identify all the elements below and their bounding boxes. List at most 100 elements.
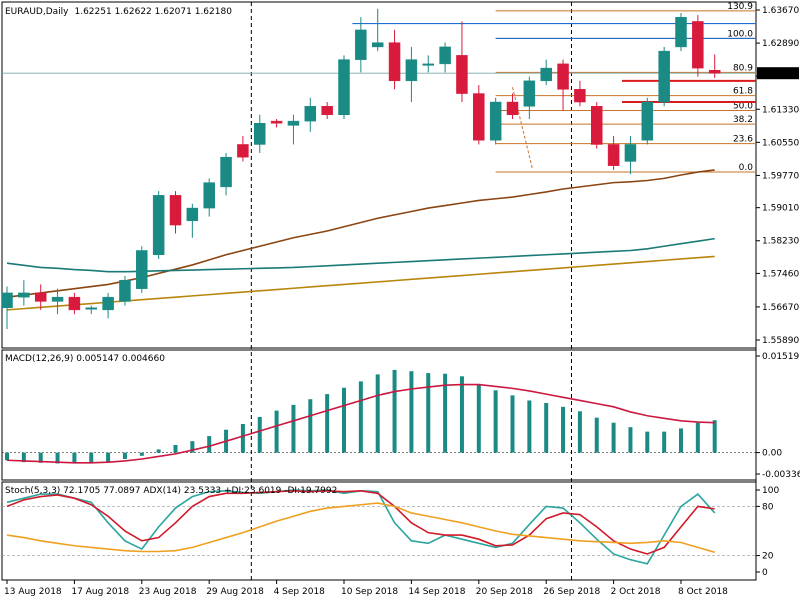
candle-body-4[interactable] [68, 296, 81, 311]
candle-body-1[interactable] [18, 292, 30, 298]
macd-bar-0[interactable] [5, 452, 9, 461]
macd-bar-24[interactable] [409, 371, 414, 453]
candle-body-18[interactable] [304, 106, 317, 122]
macd-bar-20[interactable] [342, 387, 346, 453]
fib-level-label-2: 80.9 [733, 63, 753, 73]
candle-body-29[interactable] [489, 101, 502, 141]
candle-body-6[interactable] [102, 296, 114, 311]
candle-body-39[interactable] [658, 50, 670, 103]
candle-body-0[interactable] [1, 292, 13, 309]
stoch-axis-label-1: 80 [762, 502, 774, 512]
stoch-series-2 [6, 502, 715, 554]
macd-bar-19[interactable] [325, 394, 330, 453]
candle-body-34[interactable] [574, 89, 586, 103]
macd-bar-5[interactable] [89, 452, 94, 463]
candle-body-40[interactable] [675, 16, 687, 48]
candle-body-7[interactable] [119, 279, 131, 302]
candle-body-8[interactable] [136, 250, 148, 289]
macd-bar-18[interactable] [308, 399, 313, 453]
candle-body-23[interactable] [388, 42, 401, 82]
macd-bar-42[interactable] [712, 420, 717, 453]
macd-bar-8[interactable] [139, 452, 144, 456]
macd-bar-33[interactable] [561, 406, 566, 453]
candle-body-19[interactable] [321, 106, 333, 116]
macd-bar-3[interactable] [55, 452, 60, 464]
macd-bar-7[interactable] [122, 452, 127, 459]
time-axis-label-6: 14 Sep 2018 [408, 587, 465, 597]
candle-body-28[interactable] [473, 93, 485, 141]
price-axis-label-8: 1.57460 [762, 269, 799, 279]
candle-body-38[interactable] [641, 101, 654, 141]
candle-body-35[interactable] [591, 106, 603, 145]
candle-body-2[interactable] [34, 292, 47, 302]
fib-trend-line [512, 87, 534, 171]
candle-body-5[interactable] [85, 307, 97, 310]
candle-body-41[interactable] [692, 21, 704, 69]
macd-bar-26[interactable] [443, 373, 448, 453]
candle-body-3[interactable] [51, 296, 64, 302]
macd-bar-36[interactable] [611, 422, 616, 453]
macd-bar-37[interactable] [628, 427, 633, 453]
macd-bar-9[interactable] [156, 449, 161, 453]
macd-bar-12[interactable] [207, 436, 212, 453]
candle-body-16[interactable] [270, 120, 283, 124]
macd-bar-31[interactable] [527, 400, 532, 453]
candle-body-10[interactable] [169, 195, 182, 226]
candle-body-20[interactable] [338, 59, 350, 116]
candle-body-26[interactable] [439, 46, 451, 65]
macd-bar-23[interactable] [392, 369, 397, 453]
candle-body-13[interactable] [220, 156, 232, 188]
macd-panel-header: MACD(12,26,9) 0.005147 0.004660 [5, 354, 165, 364]
candle-body-32[interactable] [540, 67, 552, 82]
candle-body-37[interactable] [624, 144, 637, 162]
macd-bar-4[interactable] [72, 452, 77, 464]
macd-bar-1[interactable] [21, 452, 26, 463]
candle-body-27[interactable] [456, 55, 468, 94]
moving-average-1 [6, 237, 715, 273]
macd-bar-11[interactable] [190, 441, 195, 453]
candle-body-12[interactable] [203, 182, 215, 209]
macd-bar-41[interactable] [695, 422, 700, 453]
macd-bar-17[interactable] [291, 404, 296, 453]
macd-bar-25[interactable] [426, 373, 431, 453]
macd-bar-21[interactable] [358, 381, 363, 453]
candle-body-36[interactable] [607, 144, 620, 166]
macd-bar-27[interactable] [459, 376, 464, 453]
macd-bar-30[interactable] [510, 395, 515, 453]
candle-body-14[interactable] [237, 144, 249, 158]
macd-bar-34[interactable] [577, 411, 582, 453]
candle-body-17[interactable] [287, 120, 300, 126]
candle-body-11[interactable] [186, 207, 199, 222]
candle-body-21[interactable] [355, 29, 367, 60]
macd-signal-line [6, 383, 715, 464]
candle-body-15[interactable] [254, 123, 266, 145]
macd-bar-15[interactable] [257, 417, 262, 453]
candle-body-30[interactable] [506, 101, 519, 116]
candle-body-25[interactable] [422, 63, 434, 66]
candle-body-22[interactable] [371, 42, 384, 48]
macd-bar-39[interactable] [662, 431, 667, 453]
candle-body-42[interactable] [708, 69, 721, 74]
macd-bar-10[interactable] [173, 444, 178, 453]
macd-bar-35[interactable] [594, 417, 599, 453]
macd-bar-22[interactable] [375, 374, 380, 453]
macd-bar-2[interactable] [38, 452, 43, 463]
macd-bar-40[interactable] [679, 428, 683, 453]
fib-level-label-5: 38.2 [733, 115, 753, 125]
macd-bar-14[interactable] [240, 424, 245, 453]
macd-bar-6[interactable] [106, 452, 111, 462]
macd-bar-16[interactable] [274, 410, 279, 453]
macd-bar-32[interactable] [544, 403, 549, 453]
macd-bar-38[interactable] [645, 431, 650, 453]
candle-body-24[interactable] [405, 59, 418, 82]
time-axis-label-0: 13 Aug 2018 [4, 587, 62, 597]
macd-bar-29[interactable] [493, 390, 498, 453]
macd-bar-28[interactable] [476, 383, 481, 453]
fib-level-label-4: 50.0 [733, 102, 753, 112]
candle-body-33[interactable] [557, 63, 569, 90]
candle-body-31[interactable] [523, 80, 536, 107]
time-axis-label-1: 17 Aug 2018 [71, 587, 129, 597]
candle-body-9[interactable] [152, 195, 165, 255]
